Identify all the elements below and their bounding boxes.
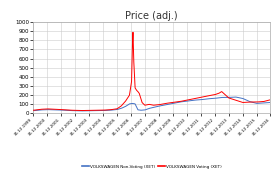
VOLKSWAGEN Non-Voting (XET) [219,97,222,99]
VOLKSWAGEN Voting (XET) [80,109,84,112]
VOLKSWAGEN Voting (XET) [262,100,265,103]
VOLKSWAGEN Non-Voting (XET) [147,107,150,110]
VOLKSWAGEN Voting (XET) [131,31,135,33]
VOLKSWAGEN Voting (XET) [31,109,35,111]
Line: VOLKSWAGEN Voting (XET): VOLKSWAGEN Voting (XET) [33,32,270,111]
VOLKSWAGEN Non-Voting (XET) [44,109,47,111]
VOLKSWAGEN Non-Voting (XET) [262,102,266,104]
VOLKSWAGEN Non-Voting (XET) [269,101,272,104]
VOLKSWAGEN Voting (XET) [269,99,272,101]
VOLKSWAGEN Voting (XET) [262,100,266,103]
VOLKSWAGEN Non-Voting (XET) [80,110,84,112]
VOLKSWAGEN Voting (XET) [219,91,222,94]
VOLKSWAGEN Voting (XET) [147,103,150,105]
VOLKSWAGEN Voting (XET) [44,108,47,110]
Title: Price (adj.): Price (adj.) [126,11,178,21]
VOLKSWAGEN Non-Voting (XET) [141,109,144,111]
VOLKSWAGEN Non-Voting (XET) [262,102,265,104]
Line: VOLKSWAGEN Non-Voting (XET): VOLKSWAGEN Non-Voting (XET) [33,97,270,111]
VOLKSWAGEN Non-Voting (XET) [234,96,237,98]
Legend: VOLKSWAGEN Non-Voting (XET), VOLKSWAGEN Voting (XET): VOLKSWAGEN Non-Voting (XET), VOLKSWAGEN … [80,163,224,170]
VOLKSWAGEN Voting (XET) [141,102,144,104]
VOLKSWAGEN Non-Voting (XET) [31,110,35,112]
